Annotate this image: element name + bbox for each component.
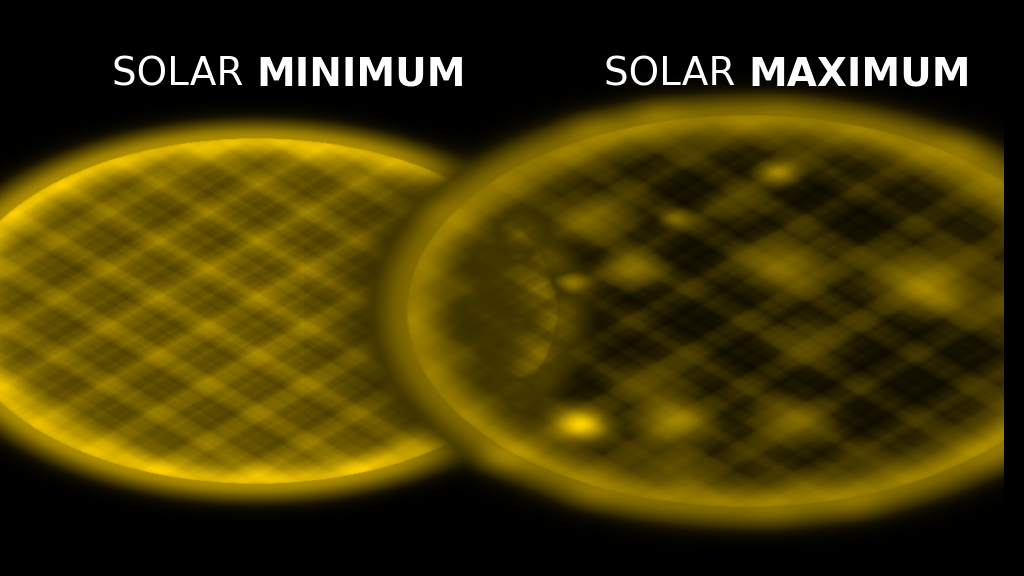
Text: SOLAR: SOLAR	[113, 56, 256, 94]
Text: MINIMUM: MINIMUM	[256, 56, 466, 94]
Text: SOLAR: SOLAR	[604, 56, 748, 94]
Text: MAXIMUM: MAXIMUM	[748, 56, 971, 94]
